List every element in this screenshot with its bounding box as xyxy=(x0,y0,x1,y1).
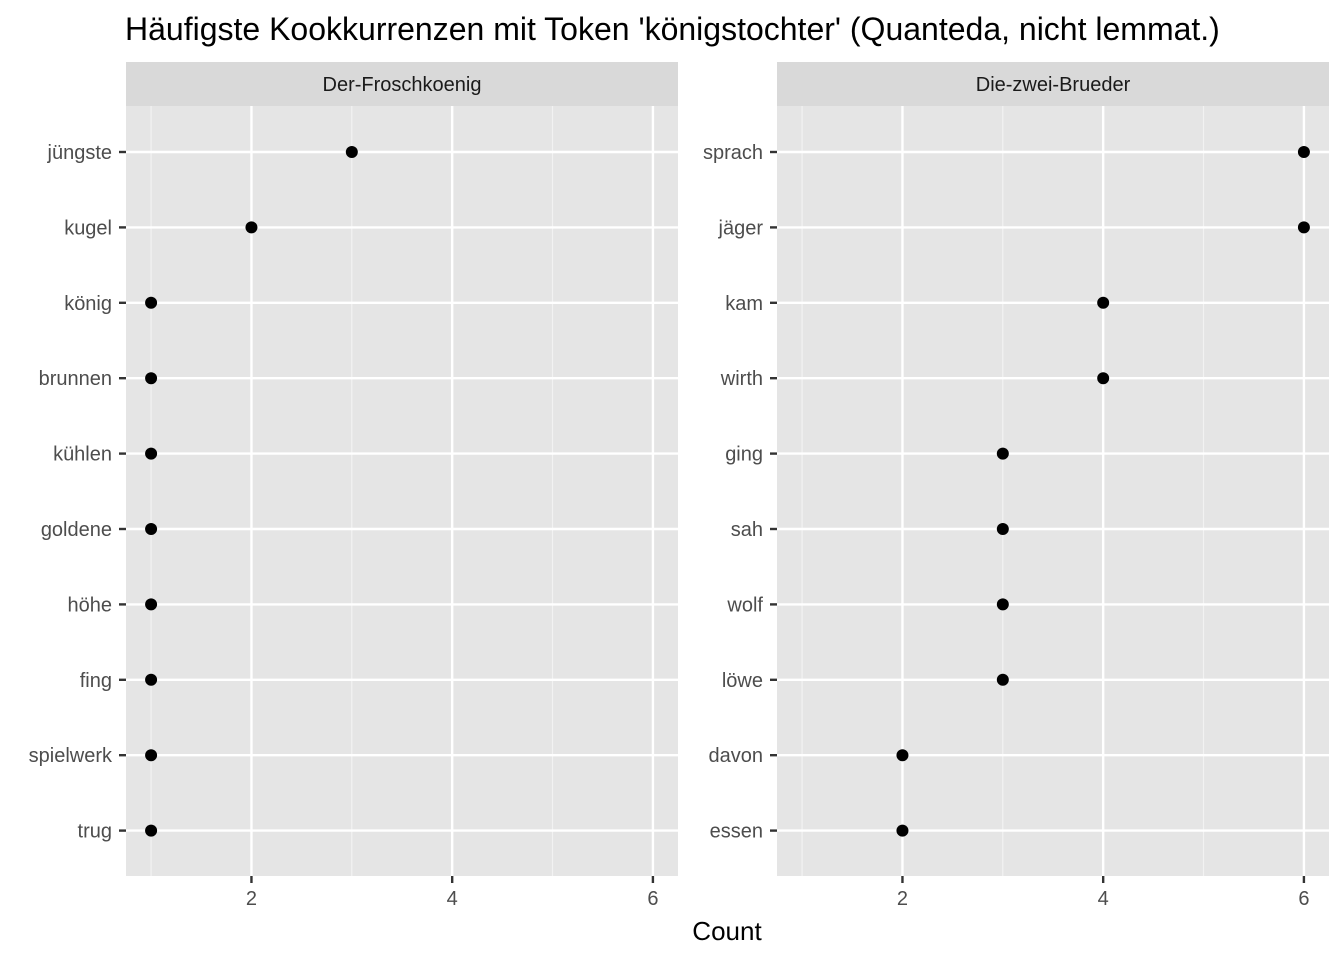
data-point xyxy=(145,749,158,762)
data-point xyxy=(145,598,158,611)
data-point xyxy=(145,296,158,309)
y-tick-label: kugel xyxy=(64,217,112,239)
y-tick-label: wolf xyxy=(726,594,763,616)
data-point xyxy=(145,673,158,686)
data-point xyxy=(245,221,258,234)
y-tick-label: brunnen xyxy=(39,368,112,390)
data-point xyxy=(145,824,158,837)
panel-background xyxy=(777,106,1329,876)
y-tick-label: sprach xyxy=(703,142,763,164)
facet-panels: Der-Froschkoenig jüngste kugel könig brunnen… xyxy=(29,62,1329,910)
y-tick-label: goldene xyxy=(41,519,112,541)
data-point xyxy=(145,372,158,385)
x-tick-label: 4 xyxy=(1098,888,1109,910)
chart-title: Häufigste Kookkurrenzen mit Token 'könig… xyxy=(125,11,1220,47)
y-tick-label: fing xyxy=(80,670,112,692)
y-tick-label: jäger xyxy=(718,217,764,239)
x-tick-label: 6 xyxy=(1298,888,1309,910)
data-point xyxy=(145,523,158,535)
facet-panel-1: Die-zwei-Brueder sprach jäger kam wirth ging s… xyxy=(703,62,1329,910)
y-tick-label: könig xyxy=(64,293,112,315)
data-point xyxy=(1297,221,1310,234)
y-tick-label: höhe xyxy=(68,594,113,616)
x-tick-label: 2 xyxy=(897,888,908,910)
data-point xyxy=(996,598,1009,611)
x-tick-label: 6 xyxy=(647,888,658,910)
y-tick-label: kühlen xyxy=(53,444,112,466)
facet-strip-label: Die-zwei-Brueder xyxy=(976,74,1131,96)
data-point xyxy=(1097,296,1110,309)
facet-panel-0: Der-Froschkoenig jüngste kugel könig brunnen… xyxy=(29,62,678,910)
facet-strip xyxy=(777,62,1329,106)
y-tick-label: trug xyxy=(78,821,112,843)
data-point xyxy=(345,146,358,158)
y-tick-label: jüngste xyxy=(47,142,113,164)
y-tick-label: sah xyxy=(731,519,763,541)
x-tick-label: 4 xyxy=(447,888,458,910)
x-axis-title: Count xyxy=(692,916,762,946)
data-point xyxy=(996,673,1009,686)
data-point xyxy=(996,447,1009,460)
data-point xyxy=(896,824,909,837)
y-tick-label: spielwerk xyxy=(29,745,113,767)
data-point xyxy=(996,523,1009,535)
x-tick-label: 2 xyxy=(246,888,257,910)
y-tick-label: wirth xyxy=(720,368,763,390)
y-tick-label: davon xyxy=(709,745,764,767)
data-point xyxy=(1097,372,1110,385)
data-point xyxy=(1297,146,1310,158)
data-point xyxy=(145,447,158,460)
y-tick-label: kam xyxy=(725,293,763,315)
data-point xyxy=(896,749,909,762)
panel-background xyxy=(126,106,678,876)
facet-strip xyxy=(126,62,678,106)
y-tick-label: ging xyxy=(725,444,763,466)
y-tick-label: löwe xyxy=(722,670,763,692)
y-tick-label: essen xyxy=(710,821,763,843)
facet-strip-label: Der-Froschkoenig xyxy=(323,74,482,96)
